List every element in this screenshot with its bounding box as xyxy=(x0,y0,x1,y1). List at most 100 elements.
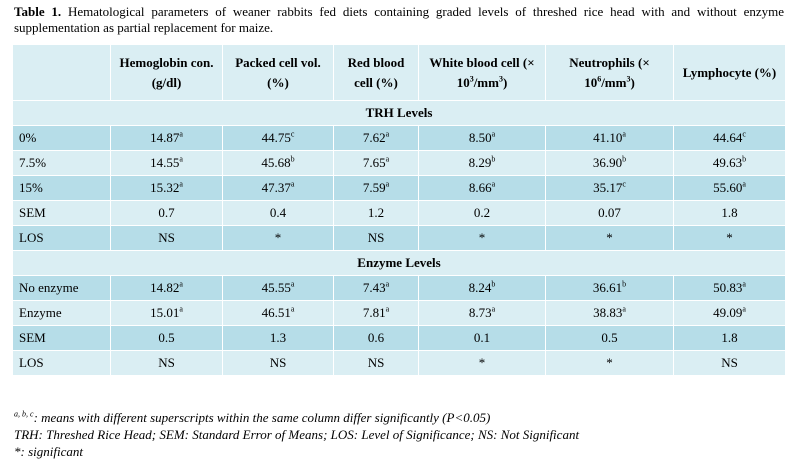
data-cell: 0.4 xyxy=(222,200,334,226)
header-row: Hemoglobin con. (g/dl) Packed cell vol. (… xyxy=(12,44,786,101)
superscript: a xyxy=(179,279,183,289)
caption: Table 1. Hematological parameters of wea… xyxy=(14,4,784,36)
cell-text: 0.4 xyxy=(269,205,287,220)
data-cell: 0.5 xyxy=(110,325,223,351)
footnote: TRH: Threshed Rice Head; SEM: Standard E… xyxy=(14,426,579,443)
superscript: a xyxy=(290,304,295,314)
data-cell: * xyxy=(545,350,674,376)
data-cell: NS xyxy=(673,350,786,376)
data-cell: 45.55a xyxy=(222,275,334,301)
cell-value: 35.17 xyxy=(593,180,623,195)
cell-text: Enzyme xyxy=(19,305,62,320)
superscript: a xyxy=(385,179,390,189)
superscript: b xyxy=(622,279,627,289)
data-row: LOS NS NS NS * * NS xyxy=(12,350,786,376)
data-cell: 41.10a xyxy=(545,125,674,151)
superscript: a xyxy=(742,179,746,189)
cell-text: * xyxy=(606,355,613,370)
cell-value: 49.09 xyxy=(713,305,743,320)
superscript: a xyxy=(622,304,626,314)
superscript: a xyxy=(491,179,496,189)
cell-value: 45.68 xyxy=(261,155,291,170)
cell-text: * xyxy=(478,355,486,370)
data-cell: 15.32a xyxy=(110,175,223,201)
cell-text: 0.5 xyxy=(158,330,175,345)
cell-value: 8.66 xyxy=(468,180,492,195)
row-label: SEM xyxy=(12,325,111,351)
cell-value: 14.87 xyxy=(150,130,180,145)
data-cell: 55.60a xyxy=(673,175,786,201)
cell-text: LOS xyxy=(19,230,44,245)
data-cell: 46.51a xyxy=(222,300,334,326)
cell-text: 0.2 xyxy=(473,205,491,220)
cell-text: NS xyxy=(367,230,385,245)
cell-value: 55.60 xyxy=(713,180,743,195)
data-cell: 14.82a xyxy=(110,275,223,301)
cell-text: 1.8 xyxy=(721,205,738,220)
footnotes: a, b, c: means with different superscrip… xyxy=(14,409,579,460)
data-cell: 47.37a xyxy=(222,175,334,201)
data-row: SEM 0.7 0.4 1.2 0.2 0.07 1.8 xyxy=(12,200,786,226)
superscript: b xyxy=(622,154,627,164)
superscript: a xyxy=(385,129,390,139)
header-cell: White blood cell (× 103/mm3) xyxy=(418,44,546,101)
caption-label: Table 1. xyxy=(14,4,62,19)
row-label: Enzyme xyxy=(12,300,111,326)
text-segment: *: significant xyxy=(14,444,83,459)
cell-text: SEM xyxy=(19,330,46,345)
cell-text: No enzyme xyxy=(19,280,79,295)
footnote: *: significant xyxy=(14,443,579,460)
superscript: b xyxy=(290,154,295,164)
data-cell: NS xyxy=(110,225,223,251)
header-cell: Packed cell vol. (%) xyxy=(222,44,334,101)
data-cell: 36.90b xyxy=(545,150,674,176)
superscript: 6 xyxy=(597,74,602,84)
cell-text: NS xyxy=(367,355,385,370)
cell-text: * xyxy=(274,230,282,245)
section-row: Enzyme Levels xyxy=(12,250,786,276)
cell-text: 1.8 xyxy=(721,330,738,345)
data-table: Hemoglobin con. (g/dl) Packed cell vol. (… xyxy=(12,44,786,376)
data-cell: 0.07 xyxy=(545,200,674,226)
data-cell: 7.59a xyxy=(333,175,419,201)
data-cell: 7.62a xyxy=(333,125,419,151)
cell-value: 15.01 xyxy=(150,305,180,320)
row-label: SEM xyxy=(12,200,111,226)
cell-value: 44.64 xyxy=(713,130,743,145)
data-cell: 1.3 xyxy=(222,325,334,351)
superscript: b xyxy=(491,154,496,164)
superscript: a, b, c xyxy=(14,409,34,419)
cell-value: 8.50 xyxy=(468,130,492,145)
cell-value: 8.29 xyxy=(468,155,492,170)
superscript: c xyxy=(290,129,295,139)
data-cell: 0.5 xyxy=(545,325,674,351)
superscript: a xyxy=(491,129,496,139)
cell-value: 36.61 xyxy=(592,280,623,295)
data-cell: 50.83a xyxy=(673,275,786,301)
cell-value: 44.75 xyxy=(261,130,291,145)
text-segment: ) xyxy=(502,74,508,90)
data-cell: 38.83a xyxy=(545,300,674,326)
cell-value: 38.83 xyxy=(593,305,623,320)
data-cell: * xyxy=(222,225,334,251)
data-cell: 0.1 xyxy=(418,325,546,351)
cell-value: 7.81 xyxy=(362,305,386,320)
cell-text: NS xyxy=(158,355,175,370)
row-label: 15% xyxy=(12,175,111,201)
data-cell: 14.87a xyxy=(110,125,223,151)
row-label: 7.5% xyxy=(12,150,111,176)
cell-text: 0.07 xyxy=(598,205,621,220)
data-row: 7.5% 14.55a 45.68b 7.65a 8.29b 36.90b 49.63b xyxy=(12,150,786,176)
superscript: b xyxy=(491,279,496,289)
cell-text: 0.1 xyxy=(473,330,491,345)
data-cell: 7.81a xyxy=(333,300,419,326)
cell-text: * xyxy=(606,230,613,245)
data-cell: 0.6 xyxy=(333,325,419,351)
data-cell: 45.68b xyxy=(222,150,334,176)
data-cell: 44.64c xyxy=(673,125,786,151)
data-cell: NS xyxy=(222,350,334,376)
row-label: LOS xyxy=(12,350,111,376)
cell-text: 7.5% xyxy=(19,155,47,170)
data-cell: 0.7 xyxy=(110,200,223,226)
superscript: a xyxy=(179,129,183,139)
